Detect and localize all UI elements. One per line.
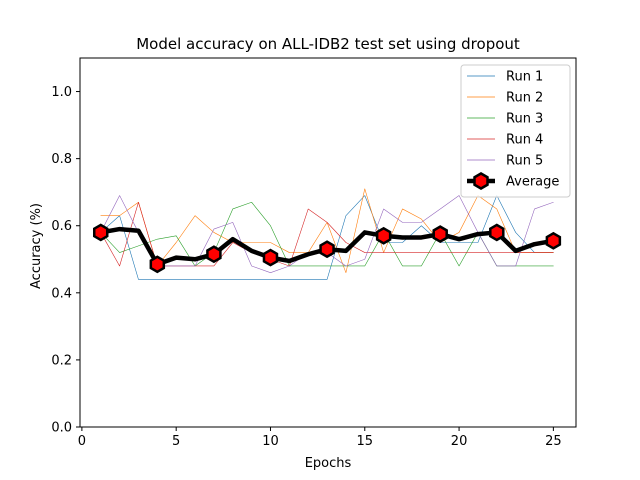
data-point [489, 223, 505, 242]
data-point [319, 240, 335, 259]
x-tick-label: 0 [78, 434, 86, 449]
y-tick-label: 0.6 [51, 219, 72, 234]
x-axis-label: Epochs [305, 456, 352, 471]
data-point [262, 248, 279, 267]
x-tick-label: 25 [545, 434, 562, 449]
data-point [93, 223, 109, 242]
data-point [432, 225, 448, 244]
legend-marker [473, 172, 489, 190]
legend-label: Average [506, 175, 559, 190]
x-axis: 0 5 10 15 20 25 [78, 427, 562, 449]
y-tick-label: 0.0 [51, 421, 72, 436]
data-point [375, 226, 392, 245]
legend-label: Run 3 [506, 112, 543, 127]
x-tick-label: 20 [451, 434, 468, 449]
legend: Run 1 Run 2 Run 3 Run 4 Run 5 Average [460, 64, 571, 198]
y-tick-label: 0.4 [51, 286, 72, 301]
chart-title: Model accuracy on ALL-IDB2 test set usin… [136, 35, 520, 53]
plot-area [79, 57, 577, 428]
x-tick-label: 10 [262, 434, 279, 449]
data-point [206, 245, 222, 264]
y-axis-label: Accuracy (%) [29, 203, 44, 289]
legend-label: Run 1 [506, 70, 543, 85]
legend-box [460, 64, 571, 198]
series-line-run-1 [100, 195, 554, 280]
plot-frame [79, 57, 577, 428]
y-tick-label: 1.0 [51, 85, 72, 100]
legend-label: Run 2 [506, 91, 543, 106]
legend-label: Run 5 [506, 154, 543, 169]
y-axis: 0.0 0.2 0.4 0.6 0.8 1.0 [51, 85, 80, 436]
y-tick-label: 0.2 [51, 353, 72, 368]
data-point [545, 231, 562, 250]
legend-label: Run 4 [506, 133, 543, 148]
x-tick-label: 15 [357, 434, 374, 449]
x-tick-label: 5 [172, 434, 180, 449]
y-tick-label: 0.8 [51, 152, 72, 167]
data-point [149, 255, 166, 274]
